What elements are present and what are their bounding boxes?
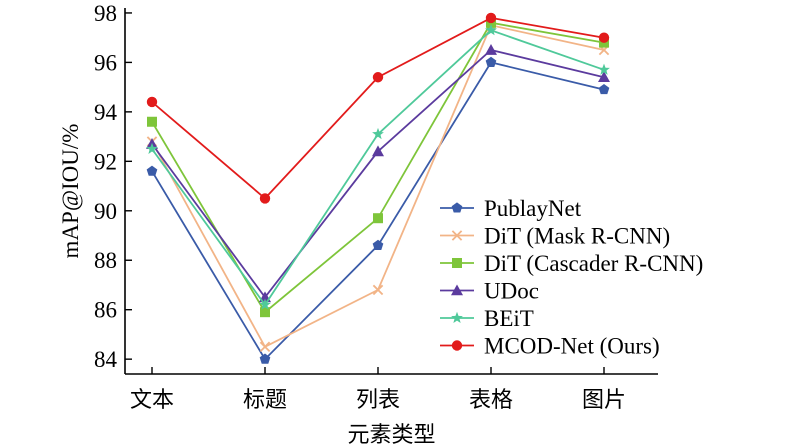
x-tick-label: 文本 — [130, 388, 174, 413]
y-tick-label: 84 — [94, 347, 118, 372]
data-point — [372, 239, 384, 250]
legend-marker — [451, 340, 463, 351]
legend-marker — [451, 202, 463, 213]
series-group — [146, 56, 610, 364]
data-point — [485, 56, 497, 67]
y-tick-label: 94 — [94, 100, 118, 125]
data-point — [146, 96, 158, 108]
data-point — [259, 193, 271, 204]
legend-label: PublayNet — [484, 196, 582, 221]
data-point — [485, 44, 497, 55]
data-point — [259, 341, 271, 353]
x-marker-stroke — [259, 341, 271, 353]
data-point — [146, 165, 158, 176]
data-point — [598, 32, 610, 43]
legend-marker — [452, 258, 462, 268]
x-axis-label: 元素类型 — [347, 423, 435, 448]
y-tick-label: 86 — [94, 298, 117, 323]
data-point — [373, 213, 383, 224]
legend-label: DiT (Mask R-CNN) — [484, 224, 670, 249]
legend-marker — [451, 230, 463, 241]
data-point — [598, 63, 610, 75]
x-tick-label: 列表 — [356, 388, 400, 413]
legend-entry: DiT (Cascader R-CNN) — [440, 251, 703, 276]
legend: PublayNet DiT (Mask R-CNN)DiT (Cascader R… — [440, 196, 703, 359]
axes: 84 86 88 90 92 94 96 98 文本 标题 列表 表格 图片 — [94, 1, 658, 413]
data-point — [372, 127, 384, 140]
data-point — [372, 145, 384, 157]
data-point — [372, 72, 384, 83]
legend-label: DiT (Cascader R-CNN) — [484, 251, 703, 276]
y-axis-label: mAP@IOU/% — [58, 124, 83, 259]
legend-entry: BEiT — [440, 306, 534, 331]
y-tick-label: 98 — [94, 1, 117, 26]
legend-marker — [451, 311, 463, 324]
series-group — [146, 24, 610, 310]
data-point — [598, 71, 610, 83]
data-point — [485, 12, 497, 24]
data-point — [259, 353, 271, 364]
legend-label: UDoc — [484, 279, 539, 304]
series-line — [151, 16, 605, 200]
y-tick-label: 90 — [94, 199, 117, 224]
data-point — [372, 284, 384, 296]
data-point — [485, 24, 497, 36]
legend-entry: UDoc — [440, 279, 539, 304]
legend-label: MCOD-Net (Ours) — [484, 334, 660, 359]
series-group — [146, 20, 610, 353]
x-marker-stroke — [451, 230, 463, 241]
data-point — [598, 84, 610, 95]
x-tick-label: 图片 — [582, 388, 626, 413]
legend-label: BEiT — [484, 306, 534, 331]
y-tick-label: 92 — [94, 149, 117, 174]
x-tick-label: 表格 — [469, 388, 513, 413]
x-marker-stroke — [372, 284, 384, 296]
data-point — [260, 307, 270, 318]
data-point — [259, 298, 271, 310]
y-tick-label: 96 — [94, 50, 117, 75]
y-tick-label: 88 — [94, 248, 117, 273]
data-point — [146, 142, 158, 154]
legend-entry: MCOD-Net (Ours) — [440, 334, 660, 359]
data-point — [147, 116, 157, 127]
x-tick-label: 标题 — [243, 388, 287, 413]
legend-marker — [451, 284, 463, 296]
legend-entry: PublayNet — [440, 196, 582, 221]
series-lines — [146, 12, 610, 364]
legend-entry: DiT (Mask R-CNN) — [440, 224, 670, 249]
series-group — [146, 12, 610, 204]
